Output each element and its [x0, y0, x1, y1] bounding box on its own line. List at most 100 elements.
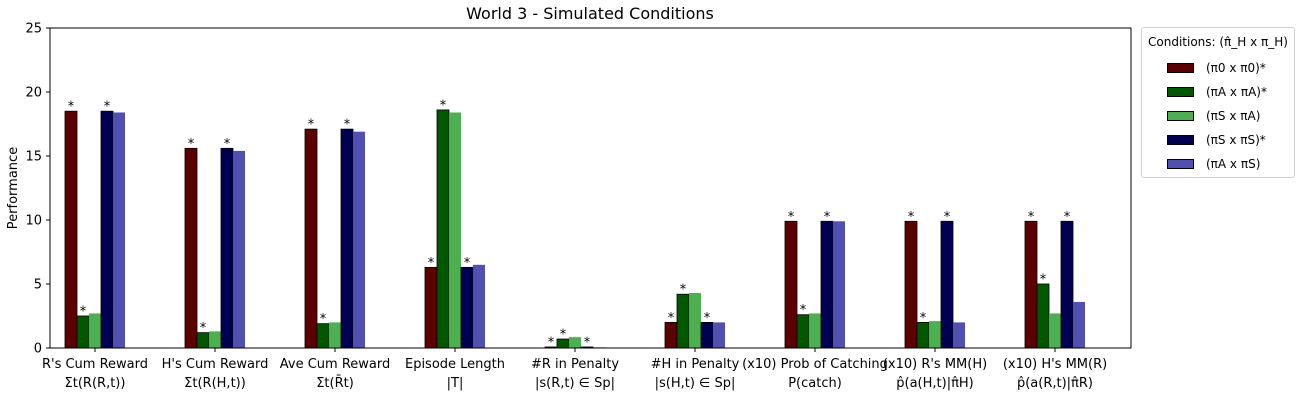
significance-markers: * * * * * * * * * * * * * * * * * * * * * * * * * * *: [68, 98, 1071, 350]
x-category-label: #H in Penalty: [651, 357, 740, 372]
y-axis: 0 5 10 15 20 25: [25, 22, 50, 357]
significance-star: *: [188, 137, 195, 152]
x-axis: R's Cum Reward Σt(R(R,t)) H's Cum Reward Σt…: [42, 348, 1107, 391]
bar-series-1-cat-8: [1036, 283, 1050, 349]
bar-series-3-cat-2: [340, 128, 354, 349]
significance-star: *: [680, 283, 687, 298]
x-category-formula: Σt(R(H,t)): [184, 376, 246, 391]
y-tick-label: 10: [25, 214, 42, 229]
bar-series-3-cat-5: [700, 321, 714, 349]
bar-series-0-cat-8: [1024, 220, 1038, 349]
bar-series-4-cat-5: [713, 322, 725, 348]
bar-series-3-cat-7: [940, 220, 954, 349]
bar-series-4-cat-0: [113, 112, 125, 348]
y-tick-label: 15: [25, 150, 42, 165]
x-category-label: (x10) Prob of Catching: [742, 357, 888, 372]
x-category-formula: |s(H,t) ∈ Sp|: [655, 376, 736, 391]
legend-swatch: [1167, 87, 1194, 97]
x-category-formula: P(catch): [788, 376, 842, 391]
legend-item: (πA x πS): [1167, 155, 1260, 173]
bar-series-3-cat-6: [820, 220, 834, 349]
x-category-label: R's Cum Reward: [42, 357, 148, 372]
legend-label: (π0 x π0)*: [1206, 61, 1266, 75]
bar-series-2-cat-1: [209, 331, 221, 348]
bar-series-3-cat-0: [100, 110, 114, 349]
significance-star: *: [920, 311, 927, 326]
legend-item: (πS x πA): [1167, 107, 1260, 125]
bar-series-0-cat-5: [664, 321, 678, 349]
bar-series-2-cat-2: [329, 322, 341, 348]
x-category-label: #R in Penalty: [531, 357, 619, 372]
bar-series-0-cat-6: [784, 220, 798, 349]
legend-label: (πS x πS)*: [1206, 133, 1266, 147]
bar-series-3-cat-3: [460, 266, 474, 349]
significance-star: *: [308, 118, 315, 133]
bar-series-2-cat-4: [569, 337, 581, 348]
legend-label: (πS x πA): [1206, 109, 1261, 123]
significance-star: *: [1028, 210, 1035, 225]
significance-star: *: [428, 256, 435, 271]
significance-star: *: [908, 210, 915, 225]
legend-label: (πA x πS): [1206, 157, 1261, 171]
bar-series-2-cat-8: [1049, 313, 1061, 348]
bar-series-1-cat-7: [916, 321, 930, 349]
x-category-formula: Σt(R(R,t)): [65, 376, 126, 391]
bar-series-0-cat-7: [904, 220, 918, 349]
x-category-label: (x10) R's MM(H): [883, 357, 987, 372]
bar-series-3-cat-1: [220, 147, 234, 349]
legend-item: (πA x πA)*: [1167, 83, 1267, 101]
significance-star: *: [440, 98, 447, 113]
bar-series-4-cat-1: [233, 150, 245, 348]
significance-star: *: [68, 100, 75, 115]
significance-star: *: [104, 100, 111, 115]
bar-series-4-cat-2: [353, 131, 365, 348]
significance-star: *: [1040, 273, 1047, 288]
bar-series-2-cat-6: [809, 313, 821, 348]
x-category-label: Ave Cum Reward: [280, 357, 390, 372]
x-category-formula: p̂(a(R,t)|π̂R): [1017, 376, 1093, 391]
legend-swatch: [1167, 63, 1194, 73]
legend-item: (πS x πS)*: [1167, 131, 1266, 149]
bar-series-1-cat-3: [436, 109, 450, 349]
significance-star: *: [344, 118, 351, 133]
significance-star: *: [560, 328, 567, 343]
bar-series-1-cat-6: [796, 314, 810, 349]
bar-series-3-cat-8: [1060, 220, 1074, 349]
y-tick-label: 25: [25, 22, 42, 37]
legend-swatch: [1167, 111, 1194, 121]
x-category-formula: Σt(R̄t): [316, 376, 354, 391]
x-category-formula: p̂(a(H,t)|π̂H): [896, 376, 974, 391]
x-category-label: (x10) H's MM(R): [1003, 357, 1107, 372]
bar-series-4-cat-3: [473, 264, 485, 348]
bar-series-4-cat-7: [953, 322, 965, 348]
legend-swatch: [1167, 135, 1194, 145]
plot-frame: [49, 27, 1132, 349]
significance-star: *: [464, 256, 471, 271]
significance-star: *: [548, 335, 555, 350]
significance-star: *: [200, 321, 207, 336]
bar-series-2-cat-5: [689, 292, 701, 348]
bar-series-0-cat-3: [424, 266, 438, 349]
y-tick-label: 20: [25, 86, 42, 101]
bar-series-0-cat-2: [304, 128, 318, 349]
bar-series-2-cat-0: [89, 313, 101, 348]
bar-series-0-cat-1: [184, 147, 198, 349]
y-axis-label: Performance: [6, 147, 21, 229]
significance-star: *: [584, 335, 591, 350]
significance-star: *: [944, 210, 951, 225]
bar-series-2-cat-7: [929, 321, 941, 348]
bar-series-4-cat-6: [833, 221, 845, 348]
significance-star: *: [824, 210, 831, 225]
significance-star: *: [668, 311, 675, 326]
significance-star: *: [788, 210, 795, 225]
bar-series-1-cat-5: [676, 293, 690, 349]
significance-star: *: [800, 303, 807, 318]
bar-series-1-cat-2: [316, 323, 330, 349]
x-category-formula: |s(R,t) ∈ Sp|: [535, 376, 615, 391]
legend-swatch: [1167, 159, 1194, 169]
bar-series-2-cat-3: [449, 112, 461, 348]
bar-layer: [64, 109, 1085, 349]
y-tick-label: 5: [34, 278, 42, 293]
significance-star: *: [224, 137, 231, 152]
